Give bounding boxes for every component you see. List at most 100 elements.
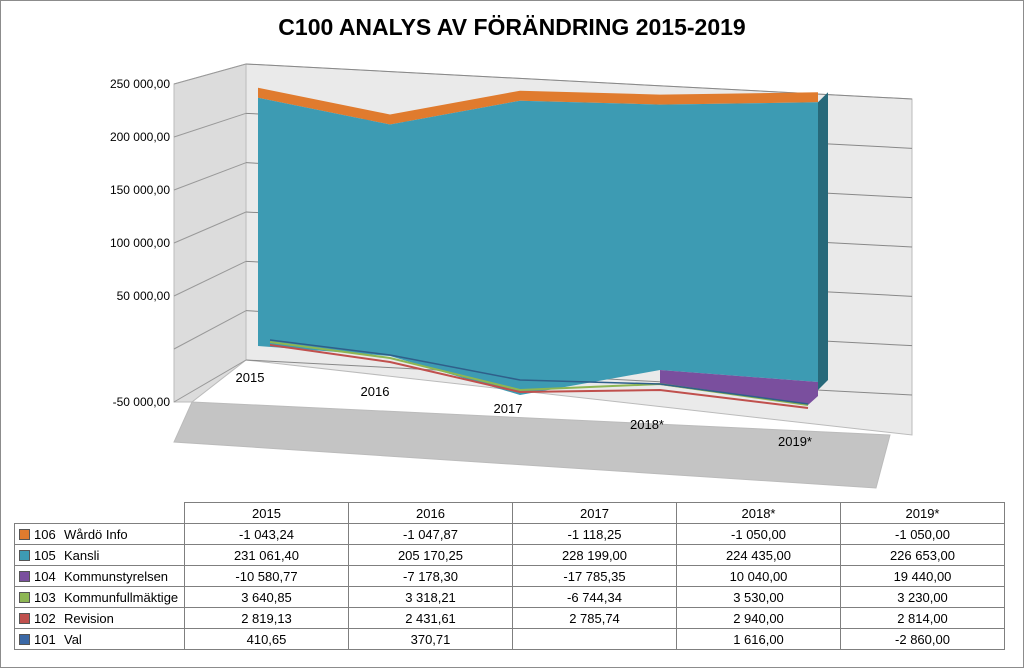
- table-cell: -6 744,34: [512, 586, 677, 608]
- series-area-kommunstyrelsen: [660, 370, 818, 405]
- table-cell: 2 431,61: [348, 607, 513, 629]
- table-row: 101 Val 410,65 370,71 1 616,00 -2 860,00: [14, 628, 1005, 650]
- table-row: 103 Kommunfullmäktige 3 640,85 3 318,21 -6 7…: [14, 586, 1005, 608]
- chart-plot: 250 000,00 200 000,00 150 000,00 100 000,00…: [110, 63, 913, 489]
- data-table: 2015 2016 2017 2018* 2019* 106 Wårdö Info -1 0…: [14, 502, 1005, 650]
- table-cell: 10 040,00: [676, 565, 841, 587]
- table-cell: 228 199,00: [512, 544, 677, 566]
- chart-title: C100 ANALYS AV FÖRÄNDRING 2015-2019: [278, 14, 746, 40]
- table-cell: -10 580,77: [184, 565, 349, 587]
- x-tick-label: 2016: [361, 384, 390, 399]
- series-label: 106 Wårdö Info: [14, 523, 185, 545]
- x-tick-label: 2015: [236, 370, 265, 385]
- x-tick-label: 2019*: [778, 434, 812, 449]
- table-cell: -7 178,30: [348, 565, 513, 587]
- table-cell: -1 118,25: [512, 523, 677, 545]
- table-row: 105 Kansli 231 061,40 205 170,25 228 199,00 2…: [14, 544, 1005, 566]
- table-cell: 3 530,00: [676, 586, 841, 608]
- floor: [173, 401, 891, 489]
- legend-swatch: [19, 612, 30, 624]
- table-cell: -1 047,87: [348, 523, 513, 545]
- table-cell: 410,65: [184, 628, 349, 650]
- series-name: Val: [64, 631, 82, 647]
- table-column-header: 2016: [348, 502, 513, 524]
- table-column-header: 2017: [512, 502, 677, 524]
- series-areas: [258, 87, 828, 409]
- x-tick-label: 2018*: [630, 417, 664, 432]
- table-body: 106 Wårdö Info -1 043,24 -1 047,87 -1 118,25…: [14, 523, 1005, 650]
- series-name: Kommunfullmäktige: [64, 589, 179, 605]
- table-row: 102 Revision 2 819,13 2 431,61 2 785,74 2 940…: [14, 607, 1005, 629]
- table-cell: 224 435,00: [676, 544, 841, 566]
- series-label: 105 Kansli: [14, 544, 185, 566]
- table-cell: [512, 628, 677, 650]
- table-cell: 1 616,00: [676, 628, 841, 650]
- table-column-header: 2015: [184, 502, 349, 524]
- y-tick-label: 50 000,00: [117, 289, 171, 303]
- series-name: Revision: [64, 610, 114, 626]
- table-row: 106 Wårdö Info -1 043,24 -1 047,87 -1 118,25…: [14, 523, 1005, 545]
- table-cell: -1 050,00: [676, 523, 841, 545]
- table-cell: 19 440,00: [840, 565, 1005, 587]
- series-name: Wårdö Info: [64, 526, 128, 542]
- gridline-side: [173, 310, 247, 350]
- series-side-kansli: [818, 92, 828, 391]
- table-cell: 2 814,00: [840, 607, 1005, 629]
- series-code: 105: [34, 547, 56, 563]
- table-cell: 2 785,74: [512, 607, 677, 629]
- series-name: Kommunstyrelsen: [64, 568, 169, 584]
- table-header-row: 2015 2016 2017 2018* 2019*: [14, 502, 1005, 524]
- series-area-wardo-info: [258, 87, 818, 125]
- legend-swatch: [19, 549, 30, 561]
- table-cell: 3 640,85: [184, 586, 349, 608]
- series-code: 103: [34, 589, 56, 605]
- y-tick-label: -50 000,00: [113, 395, 171, 409]
- gridline-side: [173, 359, 247, 403]
- series-code: 101: [34, 631, 56, 647]
- table-corner: [14, 502, 185, 524]
- y-axis-labels: 250 000,00 200 000,00 150 000,00 100 000,00…: [110, 77, 170, 409]
- series-code: 106: [34, 526, 56, 542]
- table-cell: 2 819,13: [184, 607, 349, 629]
- series-label: 103 Kommunfullmäktige: [14, 586, 185, 608]
- x-tick-label: 2017: [494, 401, 523, 416]
- x-axis-labels: 2015 2016 2017 2018* 2019*: [236, 370, 812, 449]
- table-cell: -1 050,00: [840, 523, 1005, 545]
- table-cell: 226 653,00: [840, 544, 1005, 566]
- series-label: 101 Val: [14, 628, 185, 650]
- series-line-revision: [269, 344, 809, 409]
- y-tick-label: 200 000,00: [110, 130, 170, 144]
- legend-swatch: [19, 591, 30, 603]
- legend-swatch: [19, 633, 30, 645]
- y-tick-label: 250 000,00: [110, 77, 170, 91]
- y-tick-label: 100 000,00: [110, 236, 170, 250]
- table-cell: -2 860,00: [840, 628, 1005, 650]
- table-cell: 2 940,00: [676, 607, 841, 629]
- series-label: 104 Kommunstyrelsen: [14, 565, 185, 587]
- series-area-kansli: [258, 97, 818, 395]
- series-code: 104: [34, 568, 56, 584]
- series-label: 102 Revision: [14, 607, 185, 629]
- table-column-header: 2018*: [676, 502, 841, 524]
- y-tick-label: 150 000,00: [110, 183, 170, 197]
- table-cell: 3 318,21: [348, 586, 513, 608]
- table-cell: -1 043,24: [184, 523, 349, 545]
- table-cell: -17 785,35: [512, 565, 677, 587]
- legend-swatch: [19, 528, 30, 540]
- table-cell: 370,71: [348, 628, 513, 650]
- side-wall: [173, 63, 247, 403]
- table-column-header: 2019*: [840, 502, 1005, 524]
- table-cell: 205 170,25: [348, 544, 513, 566]
- gridline-side: [173, 260, 247, 297]
- gridline-side: [173, 112, 247, 138]
- series-line-val: [269, 339, 809, 405]
- table-row: 104 Kommunstyrelsen -10 580,77 -7 178,30 -17…: [14, 565, 1005, 587]
- table-cell: 231 061,40: [184, 544, 349, 566]
- series-name: Kansli: [64, 547, 100, 563]
- series-code: 102: [34, 610, 56, 626]
- gridline-side: [173, 63, 247, 85]
- legend-swatch: [19, 570, 30, 582]
- table-cell: 3 230,00: [840, 586, 1005, 608]
- gridline-side: [173, 162, 247, 191]
- gridline-side: [173, 211, 247, 244]
